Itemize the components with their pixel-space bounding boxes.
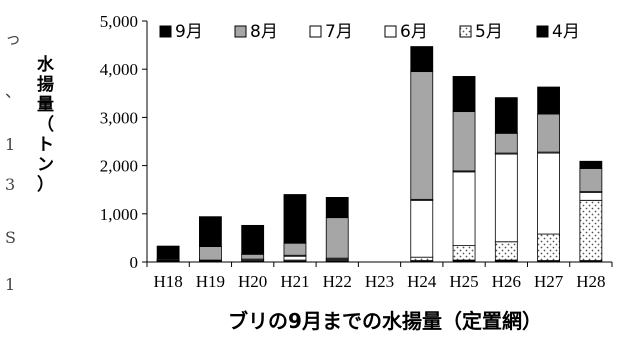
bar-segment <box>283 242 307 256</box>
edge-char: 1 <box>5 275 15 294</box>
bar-segment <box>410 256 434 261</box>
bar-segment <box>325 217 349 259</box>
bar-segment <box>494 153 518 243</box>
bar-segment <box>452 171 476 247</box>
labels: ブリの9月までの水揚量（定置網） 水揚量（トン） <box>37 54 542 333</box>
x-tick-label: H20 <box>238 272 267 291</box>
bar-segment <box>283 255 307 261</box>
legend-label: 9月 <box>175 22 203 42</box>
bar-segment <box>579 199 603 261</box>
bar-segment <box>494 132 518 154</box>
y-tick-label: 1,000 <box>100 205 138 224</box>
bar-segment <box>494 241 518 261</box>
chart-title: ブリの9月までの水揚量（定置網） <box>228 309 542 333</box>
legend-label: 5月 <box>475 22 503 42</box>
bar-segment <box>452 111 476 172</box>
bar-segment <box>283 194 307 244</box>
legend-swatch <box>159 25 172 38</box>
x-tick-label: H19 <box>196 272 225 291</box>
axes: 0 1,000 2,000 3,000 4,000 5,000 H18 H19 H20 H21 H2… <box>100 12 613 291</box>
bar-segment <box>537 152 560 235</box>
legend-swatch <box>309 25 322 38</box>
x-tick-label: H22 <box>323 272 352 291</box>
legend-label: 7月 <box>325 22 353 42</box>
bar-segment <box>410 71 434 200</box>
legend: 9月 8月 7月 6月 5月 4月 <box>159 22 580 42</box>
bar-segment <box>410 199 434 258</box>
x-tick-label: H23 <box>365 272 394 291</box>
x-tick-label: H21 <box>280 272 309 291</box>
y-tick-label: 5,000 <box>100 12 138 31</box>
bar-segment <box>156 245 180 260</box>
bar-segment <box>452 245 476 261</box>
edge-char: 、 <box>5 82 21 101</box>
legend-swatch <box>384 25 397 38</box>
bar-segment <box>579 160 603 169</box>
edge-char: っ <box>5 29 21 48</box>
bar-segment <box>199 246 222 261</box>
edge-char: 3 <box>5 175 15 194</box>
x-tick-label: H28 <box>576 272 605 291</box>
legend-swatch <box>459 25 472 38</box>
x-tick-label: H24 <box>407 272 437 291</box>
legend-label: 4月 <box>552 22 580 42</box>
y-axis-label: 水揚量（トン） <box>37 54 55 195</box>
x-tick-label: H27 <box>534 272 564 291</box>
x-tick-label: H18 <box>153 272 182 291</box>
bar-segment <box>537 113 560 153</box>
bar-segment <box>579 192 603 201</box>
bar-segment <box>537 86 560 115</box>
bar-segment <box>452 76 476 113</box>
y-tick-label: 3,000 <box>100 108 138 127</box>
x-tick-label: H25 <box>449 272 478 291</box>
bar-segment <box>199 216 222 247</box>
bars <box>156 46 603 263</box>
bar-segment <box>241 253 265 260</box>
y-tick-label: 2,000 <box>100 157 138 176</box>
x-tick-label: H26 <box>492 272 521 291</box>
bar-segment <box>494 97 518 134</box>
edge-char: S <box>5 228 16 247</box>
left-edge-text: っ、 1 3 S 1 <box>5 29 21 294</box>
bar-segment <box>410 46 434 73</box>
bar-segment <box>537 233 560 261</box>
legend-swatch <box>536 25 549 38</box>
bar-segment <box>241 224 265 255</box>
legend-label: 6月 <box>400 22 428 42</box>
bar-segment <box>325 197 349 219</box>
y-tick-label: 4,000 <box>100 60 138 79</box>
edge-char: 1 <box>5 135 15 154</box>
bar-segment <box>579 168 603 193</box>
y-tick-label: 0 <box>130 253 139 272</box>
legend-swatch <box>234 25 247 38</box>
legend-label: 8月 <box>250 22 278 42</box>
